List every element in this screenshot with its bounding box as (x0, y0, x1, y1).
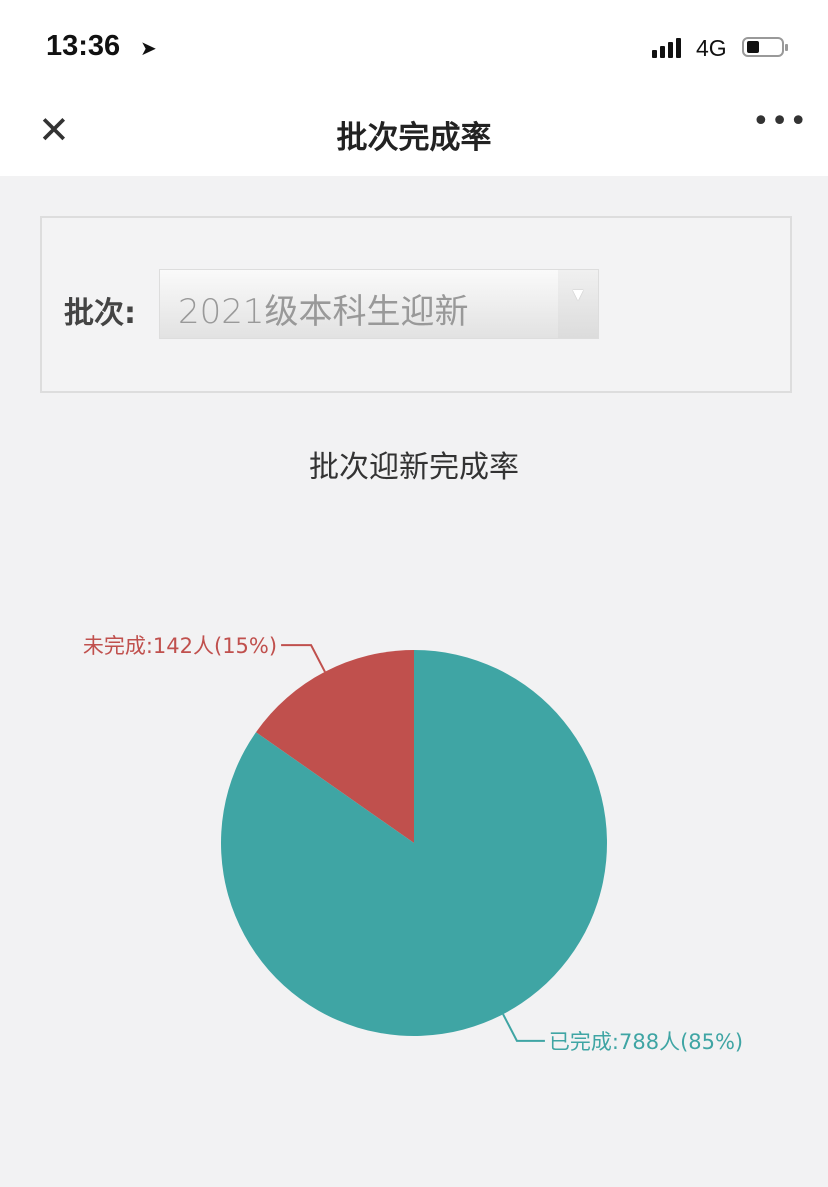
network-type: 4G (696, 35, 727, 61)
filter-panel: 批次: 2021级本科生迎新 ▼ (40, 216, 792, 393)
battery-icon (742, 37, 788, 57)
page-title: 批次完成率 (336, 120, 492, 156)
batch-select[interactable]: 2021级本科生迎新 ▼ (159, 269, 599, 339)
nav-bar: ✕ 批次完成率 ••• (0, 90, 828, 176)
chart-title: 批次迎新完成率 (309, 450, 519, 485)
leader-line-1 (502, 1013, 545, 1042)
location-arrow-icon: ➤ (140, 36, 157, 60)
signal-icon (652, 38, 681, 58)
close-icon[interactable]: ✕ (38, 108, 70, 152)
slice-label-0: 未完成:142人(15%) (83, 634, 277, 658)
status-bar: 13:36 ➤ 4G (0, 0, 828, 90)
leader-line-0 (281, 644, 326, 673)
batch-select-value: 2021级本科生迎新 (178, 292, 469, 332)
pie-slice-1[interactable] (221, 650, 607, 1036)
status-time: 13:36 (46, 30, 121, 62)
more-icon[interactable]: ••• (752, 104, 809, 139)
batch-label: 批次: (64, 296, 136, 331)
pie-slice-0[interactable] (255, 650, 414, 843)
slice-label-1: 已完成:788人(85%) (549, 1030, 743, 1054)
chevron-down-icon: ▼ (558, 270, 598, 338)
